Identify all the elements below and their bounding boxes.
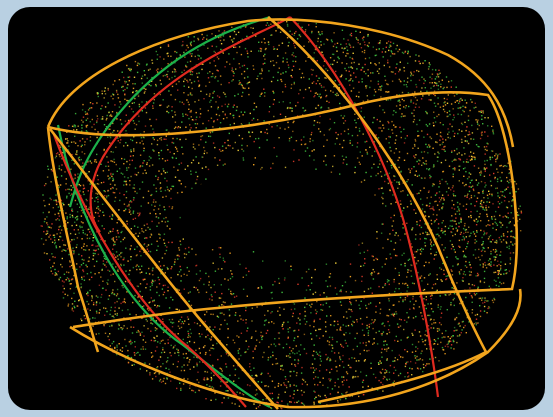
red-curve — [51, 16, 440, 408]
green-curve — [56, 15, 271, 409]
orange-curve-band — [47, 91, 519, 329]
curve-group — [46, 15, 522, 410]
orange-curve-outer — [46, 18, 515, 353]
orange-curve-lower — [69, 288, 522, 409]
render-panel — [8, 7, 545, 410]
torus-hole — [182, 169, 374, 245]
torus-render — [40, 15, 523, 410]
orange-curve-diagonal — [48, 16, 488, 410]
